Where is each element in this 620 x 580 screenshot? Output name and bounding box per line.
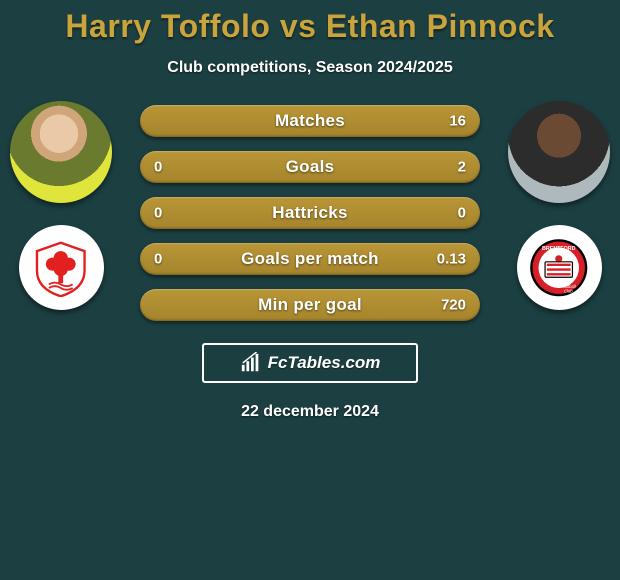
stat-label: Hattricks [272,203,347,223]
stat-right-value: 720 [441,297,466,314]
stat-right-value: 0 [458,205,466,222]
stat-bar: 0 Hattricks 0 [140,197,480,229]
svg-text:BRENTFORD: BRENTFORD [542,246,576,252]
brand-text: FcTables.com [268,353,381,373]
brand-box: FcTables.com [202,343,418,383]
page-title: Harry Toffolo vs Ethan Pinnock [0,0,620,45]
stat-right-value: 16 [449,113,466,130]
subtitle: Club competitions, Season 2024/2025 [0,59,620,77]
stat-bar: 0 Goals 2 [140,151,480,183]
stat-label: Min per goal [258,295,362,315]
stat-left-value: 0 [154,205,162,222]
stat-label: Goals per match [241,249,379,269]
brentford-crest-icon: BRENTFORD Football Club [529,238,589,298]
stat-bar: Min per goal 720 [140,289,480,321]
left-column [6,101,116,310]
club-right-crest: BRENTFORD Football Club [517,225,602,310]
stat-left-value: 0 [154,251,162,268]
club-left-crest [19,225,104,310]
stat-label: Matches [275,111,345,131]
comparison-content: BRENTFORD Football Club Matches 16 0 Goa… [0,101,620,421]
player-right-avatar [508,101,610,203]
stat-bars: Matches 16 0 Goals 2 0 Hattricks 0 0 Goa… [140,101,480,321]
right-column: BRENTFORD Football Club [504,101,614,310]
stat-left-value: 0 [154,159,162,176]
stat-bar: Matches 16 [140,105,480,137]
player-left-avatar [10,101,112,203]
stat-right-value: 0.13 [437,251,466,268]
svg-text:Club: Club [564,288,573,293]
stat-bar: 0 Goals per match 0.13 [140,243,480,275]
forest-crest-icon [31,238,91,298]
stat-label: Goals [286,157,335,177]
date-text: 22 december 2024 [0,403,620,421]
stat-right-value: 2 [458,159,466,176]
chart-icon [240,352,262,374]
